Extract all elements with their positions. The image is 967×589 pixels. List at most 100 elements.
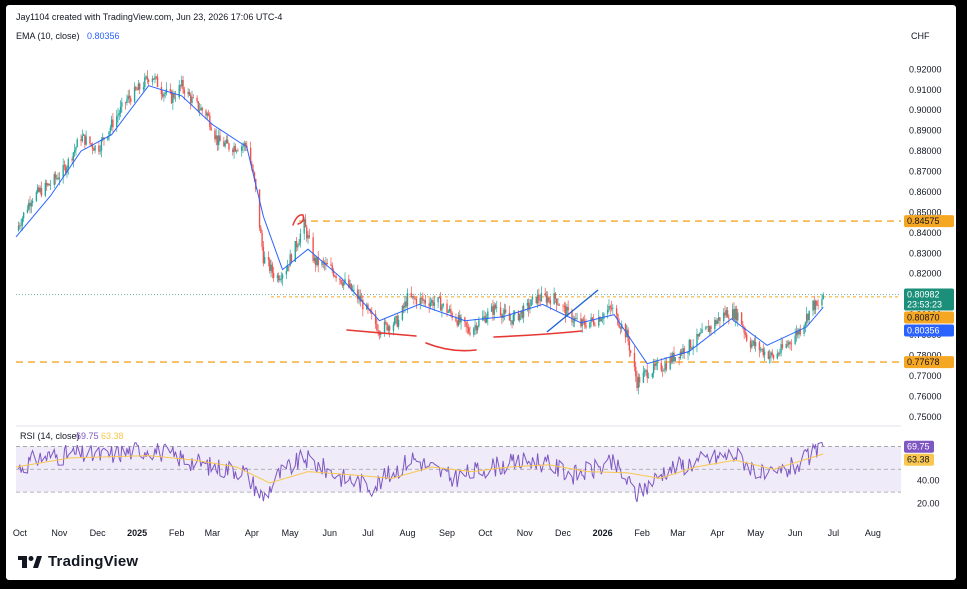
candle-body (314, 257, 317, 266)
horizontal-levels (16, 220, 901, 363)
candle-body (188, 91, 191, 96)
candle-body (496, 307, 498, 309)
candle-body (75, 147, 77, 150)
time-tick-label: Aug (399, 528, 415, 538)
candle-body (383, 321, 386, 334)
price-tick-label: 0.87000 (909, 167, 942, 177)
candle-body (304, 219, 307, 228)
candle-body (607, 310, 609, 314)
candle-body (563, 305, 566, 307)
candle-body (17, 225, 20, 231)
time-tick-label: Dec (555, 528, 572, 538)
candle-body (535, 296, 537, 304)
candle-body (582, 319, 585, 321)
candle-body (196, 97, 198, 102)
candle-body (754, 342, 757, 347)
candle-body (215, 135, 217, 140)
candle-body (163, 93, 165, 97)
candle-body (419, 297, 421, 305)
chart-canvas[interactable]: Jay1104 created with TradingView.com, Ju… (6, 5, 956, 580)
candle-body (795, 330, 798, 336)
candle-body (343, 281, 345, 286)
candle-body (289, 254, 291, 267)
candle-body (192, 97, 194, 99)
candle-body (26, 209, 29, 213)
candle-body (67, 159, 69, 168)
candle-body (673, 352, 675, 362)
candle-body (224, 142, 226, 147)
rsi-title[interactable]: RSI (14, close) (20, 431, 80, 441)
candle-body (110, 119, 113, 128)
candle-body (270, 264, 272, 271)
candle-body (146, 76, 149, 80)
candle-body (385, 321, 387, 323)
candle-body (198, 110, 201, 111)
price-axis[interactable]: 0.92000 0.91000 0.90000 0.89000 0.88000 0.870… (909, 64, 942, 422)
candle-body (135, 86, 137, 90)
candle-body (545, 295, 548, 303)
price-tick-label: 0.85000 (909, 207, 942, 217)
candle-body (466, 326, 469, 328)
candlestick-series (17, 69, 824, 395)
candle-body (174, 97, 177, 99)
candle-body (54, 174, 57, 179)
candle-body (646, 370, 648, 378)
candle-body (647, 377, 650, 378)
candle-body (206, 113, 208, 116)
candle-body (276, 275, 279, 278)
candle-body (794, 335, 796, 345)
candle-body (303, 219, 305, 234)
candle-body (636, 376, 638, 389)
level-tag-mid-bg (904, 311, 954, 324)
candle-body (725, 310, 727, 316)
candle-body (216, 135, 219, 145)
time-axis[interactable]: Oct Nov Dec 2025 Feb Mar Apr May Jun Jul Aug Sep Oct… (13, 528, 881, 538)
price-tick-label: 0.88000 (909, 146, 942, 156)
candle-body (821, 299, 823, 306)
candle-body (691, 348, 693, 349)
candle-body (20, 225, 22, 226)
candle-body (450, 309, 452, 313)
candle-body (126, 99, 128, 103)
candle-body (173, 93, 175, 98)
candle-body (226, 139, 229, 144)
candle-body (530, 299, 532, 306)
candle-body (376, 323, 378, 331)
candle-body (142, 87, 145, 90)
candle-body (160, 87, 163, 95)
last-price-tag-label: 0.80982 (907, 290, 940, 300)
candle-body (519, 313, 521, 321)
candle-body (615, 308, 618, 315)
candle-body (401, 305, 404, 320)
candle-body (567, 307, 569, 311)
time-tick-label: Jul (828, 528, 840, 538)
candle-body (161, 94, 164, 97)
candle-body (144, 77, 146, 88)
tradingview-logo-icon (18, 555, 42, 568)
candle-body (225, 139, 228, 143)
candle-body (121, 102, 123, 107)
candle-body (280, 278, 282, 280)
candle-body (260, 227, 262, 234)
candle-body (475, 325, 478, 331)
candle-body (526, 302, 529, 306)
ema-indicator-label[interactable]: EMA (10, close) (16, 31, 80, 41)
candle-body (312, 237, 314, 261)
candle-body (571, 310, 573, 323)
candle-body (128, 95, 131, 99)
time-tick-label: Feb (169, 528, 185, 538)
candle-body (428, 303, 430, 307)
candle-body (688, 339, 691, 352)
candle-body (98, 145, 100, 152)
candle-body (200, 107, 202, 111)
candle-body (258, 189, 261, 228)
candle-body (760, 349, 762, 351)
candle-body (267, 256, 270, 260)
candle-body (672, 352, 674, 362)
candle-body (431, 300, 433, 303)
candle-body (62, 165, 64, 178)
candle-body (207, 113, 210, 116)
candle-body (761, 348, 763, 350)
candle-body (696, 333, 698, 346)
rsi-tag-bg (904, 440, 934, 453)
